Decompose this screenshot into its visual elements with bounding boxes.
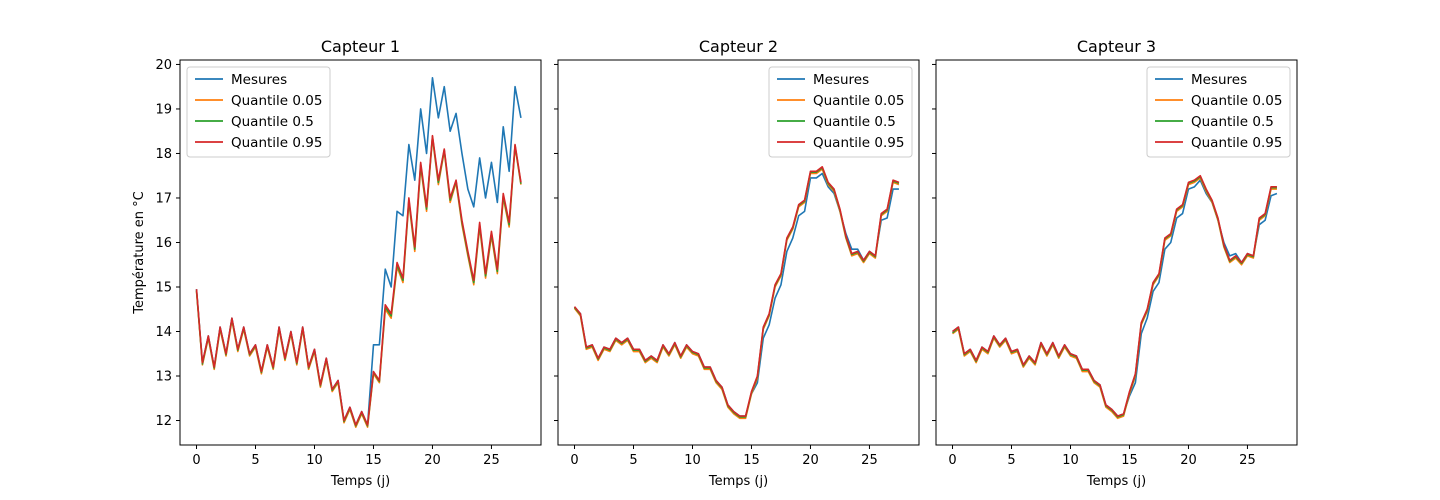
x-tick-label: 10 [684, 453, 701, 468]
x-tick-label: 15 [365, 453, 382, 468]
x-tick-label: 20 [424, 453, 441, 468]
y-tick-label: 18 [155, 147, 172, 162]
legend-box [1146, 66, 1291, 158]
y-tick-label: 13 [155, 370, 172, 385]
legend: Mesures Quantile 0.05 Quantile 0.5 Quantile… [768, 66, 913, 158]
x-tick-label: 20 [1180, 453, 1197, 468]
legend: Mesures Quantile 0.05 Quantile 0.5 Quantile… [186, 66, 331, 158]
x-axis-label: Temps (j) [330, 474, 390, 489]
legend: Mesures Quantile 0.05 Quantile 0.5 Quantile… [1146, 66, 1291, 158]
legend-label: Quantile 0.05 [231, 93, 322, 109]
y-tick-label: 19 [155, 102, 172, 117]
x-axis-label: Temps (j) [1086, 474, 1146, 489]
legend-label: Mesures [231, 72, 287, 88]
y-tick-label: 12 [155, 414, 172, 429]
legend-label: Quantile 0.95 [1191, 135, 1282, 151]
y-tick-label: 17 [155, 191, 172, 206]
x-tick-label: 10 [1062, 453, 1079, 468]
y-axis-label: Température en °C [132, 191, 147, 314]
x-tick-label: 20 [802, 453, 819, 468]
series-line-quantile-0-95 [952, 174, 1277, 417]
legend-label: Mesures [813, 72, 869, 88]
x-tick-label: 10 [306, 453, 323, 468]
y-tick-label: 16 [155, 236, 172, 251]
panel-1: 0 5 10 15 20 25 12 13 14 15 16 17 18 19 20 Capteur 1 Tem… [132, 37, 542, 489]
x-axis-label: Temps (j) [708, 474, 768, 489]
x-tick-label: 15 [743, 453, 760, 468]
panel-title: Capteur 2 [699, 37, 778, 56]
legend-box [186, 66, 331, 158]
panel-3: 0 5 10 15 20 25 Capteur 3 Temps (j) Mesures Quant… [932, 37, 1298, 489]
x-tick-label: 15 [1121, 453, 1138, 468]
panel-title: Capteur 3 [1077, 37, 1156, 56]
legend-label: Quantile 0.05 [813, 93, 904, 109]
series-line-quantile-0-95 [573, 166, 900, 417]
panel-title: Capteur 1 [321, 37, 400, 56]
x-tick-label: 25 [861, 453, 878, 468]
x-tick-label: 0 [570, 453, 578, 468]
x-tick-label: 0 [948, 453, 956, 468]
legend-label: Quantile 0.95 [231, 135, 322, 151]
y-tick-label: 20 [155, 58, 172, 73]
legend-box [768, 66, 913, 158]
x-tick-label: 5 [251, 453, 259, 468]
x-tick-label: 25 [483, 453, 500, 468]
legend-label: Quantile 0.05 [1191, 93, 1282, 109]
y-tick-label: 14 [155, 325, 172, 340]
legend-label: Quantile 0.5 [813, 114, 896, 130]
panel-2: 0 5 10 15 20 25 Capteur 2 Temps (j) Mesures Quant… [554, 37, 920, 489]
x-tick-label: 5 [629, 453, 637, 468]
x-tick-label: 5 [1007, 453, 1015, 468]
y-tick-label: 15 [155, 280, 172, 295]
series-line-quantile-0-95 [195, 134, 522, 426]
x-tick-label: 25 [1239, 453, 1256, 468]
legend-label: Quantile 0.5 [231, 114, 314, 130]
legend-label: Quantile 0.5 [1191, 114, 1274, 130]
x-tick-label: 0 [192, 453, 200, 468]
legend-label: Mesures [1191, 72, 1247, 88]
legend-label: Quantile 0.95 [813, 135, 904, 151]
